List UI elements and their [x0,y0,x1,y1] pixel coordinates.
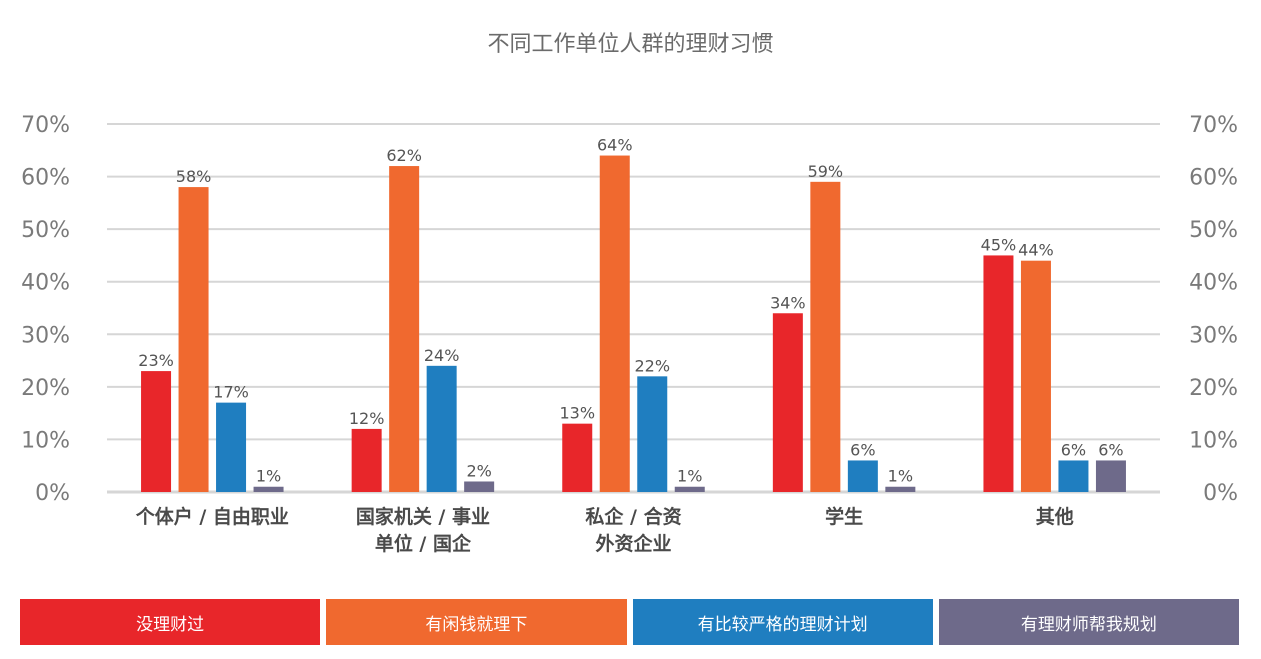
data-label: 12% [349,409,385,428]
y-tick-label-right: 70% [1189,113,1238,138]
bar [464,481,495,492]
data-label: 22% [634,356,670,375]
y-tick-label-left: 60% [21,166,70,191]
y-tick-label-left: 0% [35,481,70,506]
y-axis-right: 0% 10% 20% 30% 40% 50% 60% 70% [1189,113,1238,506]
legend-item-strict-plan: 有比较严格的理财计划 [632,599,933,645]
y-tick-label-right: 50% [1189,218,1238,243]
bar [1095,460,1126,492]
legend-label: 有比较严格的理财计划 [697,614,868,635]
bar [253,486,284,492]
bar [674,486,705,492]
category-label: 学生 [825,505,863,528]
category-label: 单位 / 国企 [375,532,472,555]
category-label: 个体户 / 自由职业 [135,505,289,528]
category-label: 私企 / 合资 [585,505,681,528]
data-label: 59% [808,162,844,181]
bar [1058,460,1089,492]
data-label: 34% [770,293,806,312]
legend-item-spare-money: 有闲钱就理下 [326,599,627,645]
bar [885,486,916,492]
legend-item-never-invested: 没理财过 [20,599,321,645]
legend-label: 有理财师帮我规划 [1020,614,1157,635]
y-tick-label-left: 70% [21,113,70,138]
bar-chart: 0% 10% 20% 30% 40% 50% 60% 70% 0% 10% 20% 30% 40% 50… [21,113,1238,555]
y-tick-label-right: 0% [1203,481,1238,506]
bar [772,313,803,492]
data-label: 62% [386,146,422,165]
data-label: 2% [466,461,491,480]
y-tick-label-right: 20% [1189,376,1238,401]
category-label: 其他 [1036,505,1074,528]
data-label: 24% [424,346,460,365]
data-label: 1% [256,467,281,486]
y-tick-label-right: 60% [1189,166,1238,191]
y-tick-label-left: 20% [21,376,70,401]
bar [389,166,420,493]
data-label: 13% [559,404,595,423]
y-tick-label-left: 50% [21,218,70,243]
data-label: 6% [1098,440,1123,459]
y-tick-label-left: 10% [21,428,70,453]
legend-label: 没理财过 [136,614,205,635]
bar [637,376,668,492]
data-label: 23% [138,351,174,370]
data-label: 64% [597,136,633,155]
bar [178,187,209,493]
y-tick-label-left: 30% [21,323,70,348]
data-label: 58% [176,167,212,186]
data-label: 45% [981,235,1017,254]
legend-item-financial-advisor: 有理财师帮我规划 [938,599,1239,645]
bar [599,155,630,493]
bar [426,365,457,492]
data-label: 6% [1061,440,1086,459]
y-tick-label-right: 40% [1189,271,1238,296]
y-tick-label-right: 30% [1189,323,1238,348]
y-tick-label-left: 40% [21,271,70,296]
legend-label: 有闲钱就理下 [425,614,528,635]
bars [141,155,1126,493]
bar [810,181,841,493]
legend: 没理财过 有闲钱就理下 有比较严格的理财计划 有理财师帮我规划 [20,599,1239,645]
y-axis-left: 0% 10% 20% 30% 40% 50% 60% 70% [21,113,70,506]
data-labels: 23% 58% 17% 1% 12% 62% 24% 2% 13% 64% 22% 1% 34% 59% 6… [138,136,1123,486]
bar [983,255,1014,492]
bar [1020,260,1051,492]
bar [216,402,247,492]
bar [847,460,878,492]
category-label: 国家机关 / 事业 [356,505,490,528]
data-label: 17% [213,383,249,402]
data-label: 44% [1018,241,1054,260]
data-label: 1% [677,467,702,486]
y-tick-label-right: 10% [1189,428,1238,453]
category-label: 外资企业 [595,532,671,555]
bar [351,428,382,492]
data-label: 6% [850,440,875,459]
data-label: 1% [888,467,913,486]
chart-title: 不同工作单位人群的理财习惯 [487,32,774,57]
bar [562,423,593,492]
bar [141,371,172,492]
